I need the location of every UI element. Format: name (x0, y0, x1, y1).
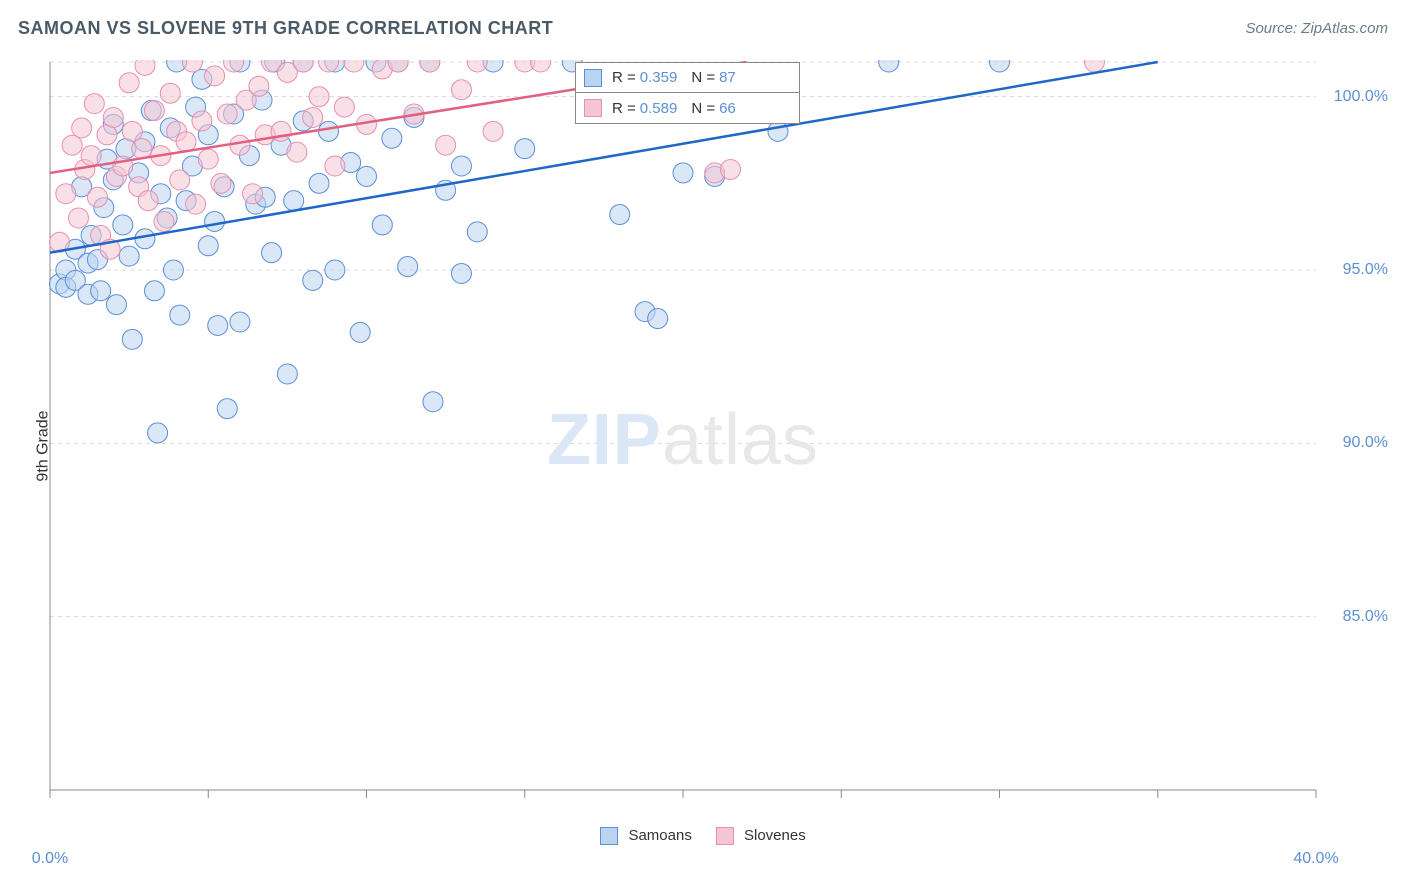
stats-legend: R = 0.359 N = 87 R = 0.589 N = 66 (575, 62, 800, 124)
x-tick-labels: 0.0%40.0% (48, 850, 1318, 874)
legend-label-slovenes: Slovenes (744, 827, 806, 844)
chart-plot: ZIPatlas (48, 60, 1318, 820)
n-label: N = (691, 69, 715, 86)
y-tick-labels: 85.0% 90.0% 95.0% 100.0% (1318, 60, 1388, 820)
stats-swatch-slovenes (584, 99, 602, 117)
legend-item-slovenes: Slovenes (716, 827, 806, 845)
n-value-slovenes: 66 (719, 100, 736, 117)
n-label-2: N = (691, 100, 715, 117)
stats-row-samoans: R = 0.359 N = 87 (576, 63, 799, 93)
y-tick-label: 100.0% (1334, 88, 1388, 106)
header: SAMOAN VS SLOVENE 9TH GRADE CORRELATION … (18, 18, 1388, 46)
x-tick-label: 40.0% (1293, 850, 1338, 868)
r-label-2: R = (612, 100, 636, 117)
legend-swatch-samoans (600, 827, 618, 845)
legend-label-samoans: Samoans (628, 827, 691, 844)
x-tick-label: 0.0% (32, 850, 68, 868)
y-tick-label: 85.0% (1343, 608, 1388, 626)
n-value-samoans: 87 (719, 69, 736, 86)
r-value-samoans: 0.359 (640, 69, 678, 86)
legend-item-samoans: Samoans (600, 827, 692, 845)
legend-swatch-slovenes (716, 827, 734, 845)
r-value-slovenes: 0.589 (640, 100, 678, 117)
r-label: R = (612, 69, 636, 86)
y-tick-label: 90.0% (1343, 434, 1388, 452)
stats-swatch-samoans (584, 69, 602, 87)
stats-row-slovenes: R = 0.589 N = 66 (576, 93, 799, 123)
y-tick-label: 95.0% (1343, 261, 1388, 279)
chart-svg (48, 60, 1318, 820)
source-label: Source: ZipAtlas.com (1245, 20, 1388, 37)
chart-title: SAMOAN VS SLOVENE 9TH GRADE CORRELATION … (18, 18, 553, 38)
bottom-legend: Samoans Slovenes (0, 822, 1406, 850)
